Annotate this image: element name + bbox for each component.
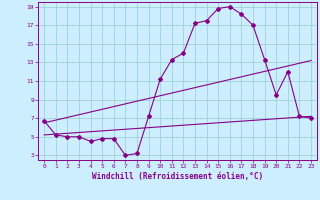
X-axis label: Windchill (Refroidissement éolien,°C): Windchill (Refroidissement éolien,°C) xyxy=(92,172,263,181)
